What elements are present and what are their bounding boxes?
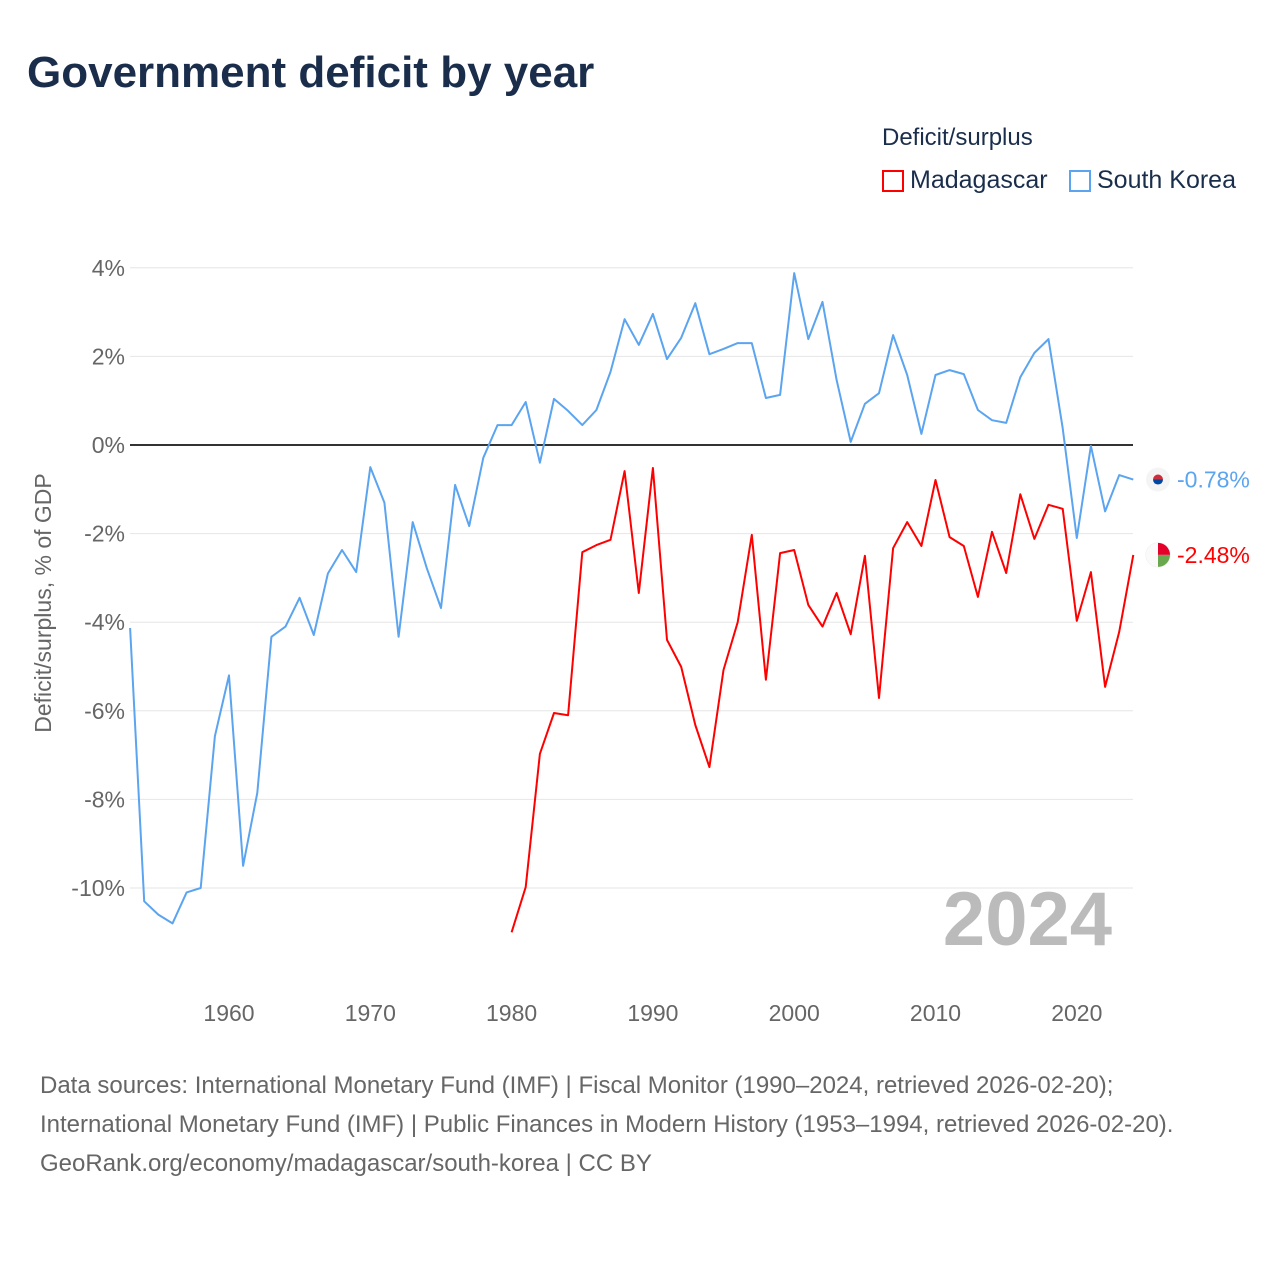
end-label-madagascar: -2.48% xyxy=(1177,542,1250,568)
madagascar-flag-icon-green xyxy=(1158,554,1170,567)
chart-title: Government deficit by year xyxy=(27,48,595,97)
data-sources: Data sources: International Monetary Fun… xyxy=(40,1072,1174,1138)
x-tick-label: 2000 xyxy=(769,1000,820,1026)
y-tick-label: -4% xyxy=(84,609,125,635)
x-tick-label: 1990 xyxy=(627,1000,678,1026)
footer: Data sources: International Monetary Fun… xyxy=(40,1066,1240,1183)
series-line-madagascar xyxy=(510,467,1135,933)
legend-item-south-korea[interactable]: South Korea xyxy=(1069,166,1236,195)
x-tick-label: 1980 xyxy=(486,1000,537,1026)
y-tick-label: 2% xyxy=(92,343,125,369)
legend-item-madagascar[interactable]: Madagascar xyxy=(882,166,1048,195)
y-tick-label: -10% xyxy=(71,875,125,901)
south-korea-flag-icon-red xyxy=(1153,474,1163,480)
y-tick-label: -6% xyxy=(84,698,125,724)
madagascar-flag-icon-white xyxy=(1146,542,1158,567)
legend-swatch-south-korea xyxy=(1069,169,1091,192)
y-tick-label: -2% xyxy=(84,521,125,547)
x-tick-label: 2020 xyxy=(1051,1000,1102,1026)
source-link[interactable]: GeoRank.org/economy/madagascar/south-kor… xyxy=(40,1150,652,1177)
legend-label-south-korea: South Korea xyxy=(1097,166,1236,194)
x-tick-label: 2010 xyxy=(910,1000,961,1026)
madagascar-flag-icon-red xyxy=(1158,542,1170,555)
y-axis-title: Deficit/surplus, % of GDP xyxy=(30,473,56,732)
end-label-south-korea: -0.78% xyxy=(1177,467,1250,493)
y-tick-label: -8% xyxy=(84,786,125,812)
y-tick-label: 0% xyxy=(92,432,125,458)
series-line-south-korea xyxy=(129,272,1134,925)
legend-title: Deficit/surplus xyxy=(882,124,1033,151)
legend-label-madagascar: Madagascar xyxy=(910,166,1048,194)
x-tick-label: 1970 xyxy=(345,1000,396,1026)
x-tick-label: 1960 xyxy=(203,1000,254,1026)
legend-swatch-madagascar xyxy=(882,169,904,192)
y-tick-label: 4% xyxy=(92,255,125,281)
year-watermark: 2024 xyxy=(943,877,1112,962)
south-korea-flag-icon-blue xyxy=(1153,479,1163,485)
